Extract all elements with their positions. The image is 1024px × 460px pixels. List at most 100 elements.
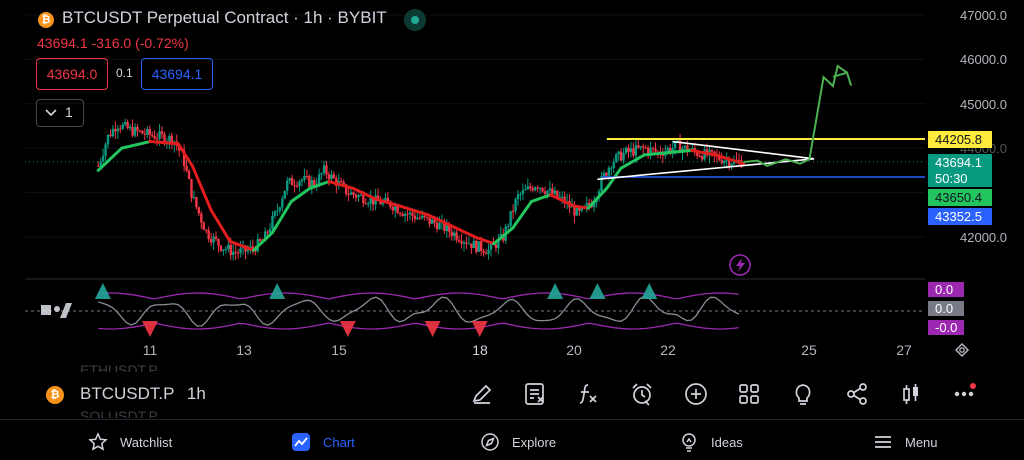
- candle-body: [637, 145, 640, 148]
- ema-segment: [270, 199, 293, 235]
- candle-body: [725, 159, 728, 161]
- candle-body: [541, 188, 544, 192]
- candle-body: [467, 243, 471, 245]
- candle-body: [686, 145, 689, 152]
- candle-body: [138, 130, 142, 132]
- ema-segment: [548, 193, 576, 208]
- candle-body: [330, 174, 333, 180]
- candle-body: [585, 203, 588, 206]
- candle-body: [612, 161, 615, 168]
- candle-body: [737, 159, 741, 161]
- symbol-selector[interactable]: BTCUSDT.P 1h: [80, 384, 206, 404]
- candle-body: [580, 206, 584, 211]
- buy-button[interactable]: 43694.1: [141, 58, 213, 90]
- draw-icon[interactable]: [468, 380, 496, 408]
- ema-segment: [398, 204, 430, 217]
- candle-body: [465, 242, 468, 244]
- candle-body: [727, 159, 731, 167]
- candle-body: [168, 135, 171, 142]
- event-lightning-icon[interactable]: [729, 254, 751, 276]
- candle-body: [676, 140, 679, 142]
- lightbulb-icon: [682, 433, 696, 452]
- candle-body: [101, 155, 105, 162]
- candle-body: [482, 250, 485, 253]
- projection-arrow[interactable]: [743, 64, 848, 168]
- candle-body: [219, 245, 223, 251]
- oscillator-pane: [94, 283, 740, 337]
- oscillator-spike: [424, 321, 441, 337]
- chevron-down-icon: [45, 109, 57, 117]
- candle-body: [305, 175, 309, 177]
- candle-body: [531, 188, 534, 191]
- nav-ideas[interactable]: Ideas: [679, 424, 743, 460]
- nav-chart[interactable]: Chart: [291, 424, 355, 460]
- candle-body: [227, 244, 230, 250]
- candle-body: [263, 231, 267, 242]
- triangle-drawing[interactable]: [597, 140, 815, 181]
- candle-body: [494, 244, 498, 249]
- price-tick: 47000.0: [960, 8, 1007, 23]
- candle-body: [627, 147, 630, 152]
- candle-body: [666, 148, 669, 152]
- sell-button[interactable]: 43694.0: [36, 58, 108, 90]
- symbol-name: BTCUSDT.P: [80, 384, 175, 403]
- candle-body: [273, 211, 277, 216]
- candle-body: [133, 126, 137, 136]
- candle-body: [406, 213, 409, 215]
- market-open-icon: [404, 9, 426, 31]
- nav-watchlist[interactable]: Watchlist: [88, 424, 172, 460]
- candle-body: [121, 124, 124, 129]
- candle-body: [617, 151, 620, 155]
- candle-body: [403, 213, 407, 216]
- nav-menu[interactable]: Menu: [873, 424, 938, 460]
- candle-body: [472, 240, 476, 248]
- symbol-title[interactable]: BTCUSDT Perpetual Contract · 1h · BYBIT: [62, 8, 387, 27]
- nav-explore[interactable]: Explore: [480, 424, 556, 460]
- candle-body: [308, 176, 311, 187]
- candle-body: [396, 206, 399, 214]
- add-icon[interactable]: [682, 380, 710, 408]
- indicators-collapse-button[interactable]: 1: [36, 99, 84, 127]
- candle-body: [573, 206, 576, 216]
- candle-body: [106, 134, 110, 145]
- candle-body: [187, 170, 191, 179]
- time-tick: 20: [566, 342, 582, 358]
- candle-body: [696, 151, 699, 156]
- candle-body: [342, 182, 345, 185]
- more-icon[interactable]: [950, 380, 978, 408]
- candle-body: [615, 154, 618, 162]
- ema-segment: [511, 199, 534, 230]
- candle-body: [551, 188, 554, 194]
- text-note-icon[interactable]: [521, 380, 549, 408]
- candle-body: [163, 134, 166, 144]
- candle-body: [371, 197, 375, 205]
- indicator-count: 1: [65, 104, 73, 120]
- candle-body: [475, 240, 478, 252]
- share-icon[interactable]: [843, 380, 871, 408]
- ema-segment: [190, 164, 213, 212]
- layout-icon[interactable]: [735, 380, 763, 408]
- candle-body: [266, 231, 269, 233]
- candle-body: [605, 172, 608, 176]
- indicators-icon[interactable]: [574, 380, 602, 408]
- candle-body: [205, 229, 208, 231]
- candle-body: [462, 242, 466, 244]
- idea-icon[interactable]: [789, 380, 817, 408]
- candle-body: [344, 184, 348, 194]
- candle-body: [642, 146, 645, 148]
- candle-body: [182, 150, 186, 166]
- candle-body: [443, 221, 446, 231]
- price-chart[interactable]: [0, 0, 1024, 372]
- candle-body: [651, 147, 655, 149]
- candle-type-icon[interactable]: [897, 380, 925, 408]
- candle-body: [214, 236, 218, 240]
- candle-body: [457, 239, 461, 242]
- candle-body: [234, 251, 237, 253]
- candle-body: [379, 200, 382, 205]
- alert-icon[interactable]: [628, 380, 656, 408]
- candle-body: [536, 187, 539, 189]
- candle-body: [698, 155, 701, 157]
- candle-body: [646, 147, 650, 154]
- axis-settings-icon[interactable]: [954, 342, 970, 358]
